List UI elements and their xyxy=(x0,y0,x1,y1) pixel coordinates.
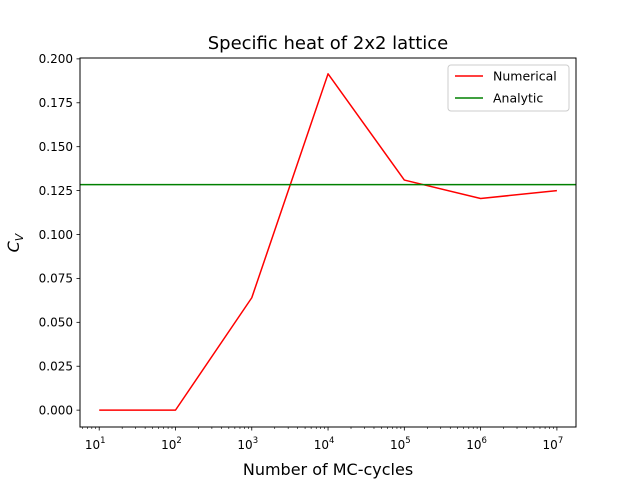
y-tick-label: 0.200 xyxy=(39,52,73,66)
y-tick-label: 0.050 xyxy=(39,316,73,330)
legend-label-analytic: Analytic xyxy=(493,91,543,106)
y-tick-label: 0.075 xyxy=(39,272,73,286)
y-tick-label: 0.000 xyxy=(39,403,73,417)
chart-title: Specific heat of 2x2 lattice xyxy=(208,33,449,54)
y-tick-label: 0.150 xyxy=(39,140,73,154)
legend-label-numerical: Numerical xyxy=(493,69,557,84)
x-axis-label: Number of MC-cycles xyxy=(243,460,413,479)
legend: Numerical Analytic xyxy=(448,65,569,111)
y-tick-label: 0.100 xyxy=(39,228,73,242)
y-tick-label: 0.175 xyxy=(39,96,73,110)
y-tick-label: 0.025 xyxy=(39,360,73,374)
y-tick-label: 0.125 xyxy=(39,184,73,198)
